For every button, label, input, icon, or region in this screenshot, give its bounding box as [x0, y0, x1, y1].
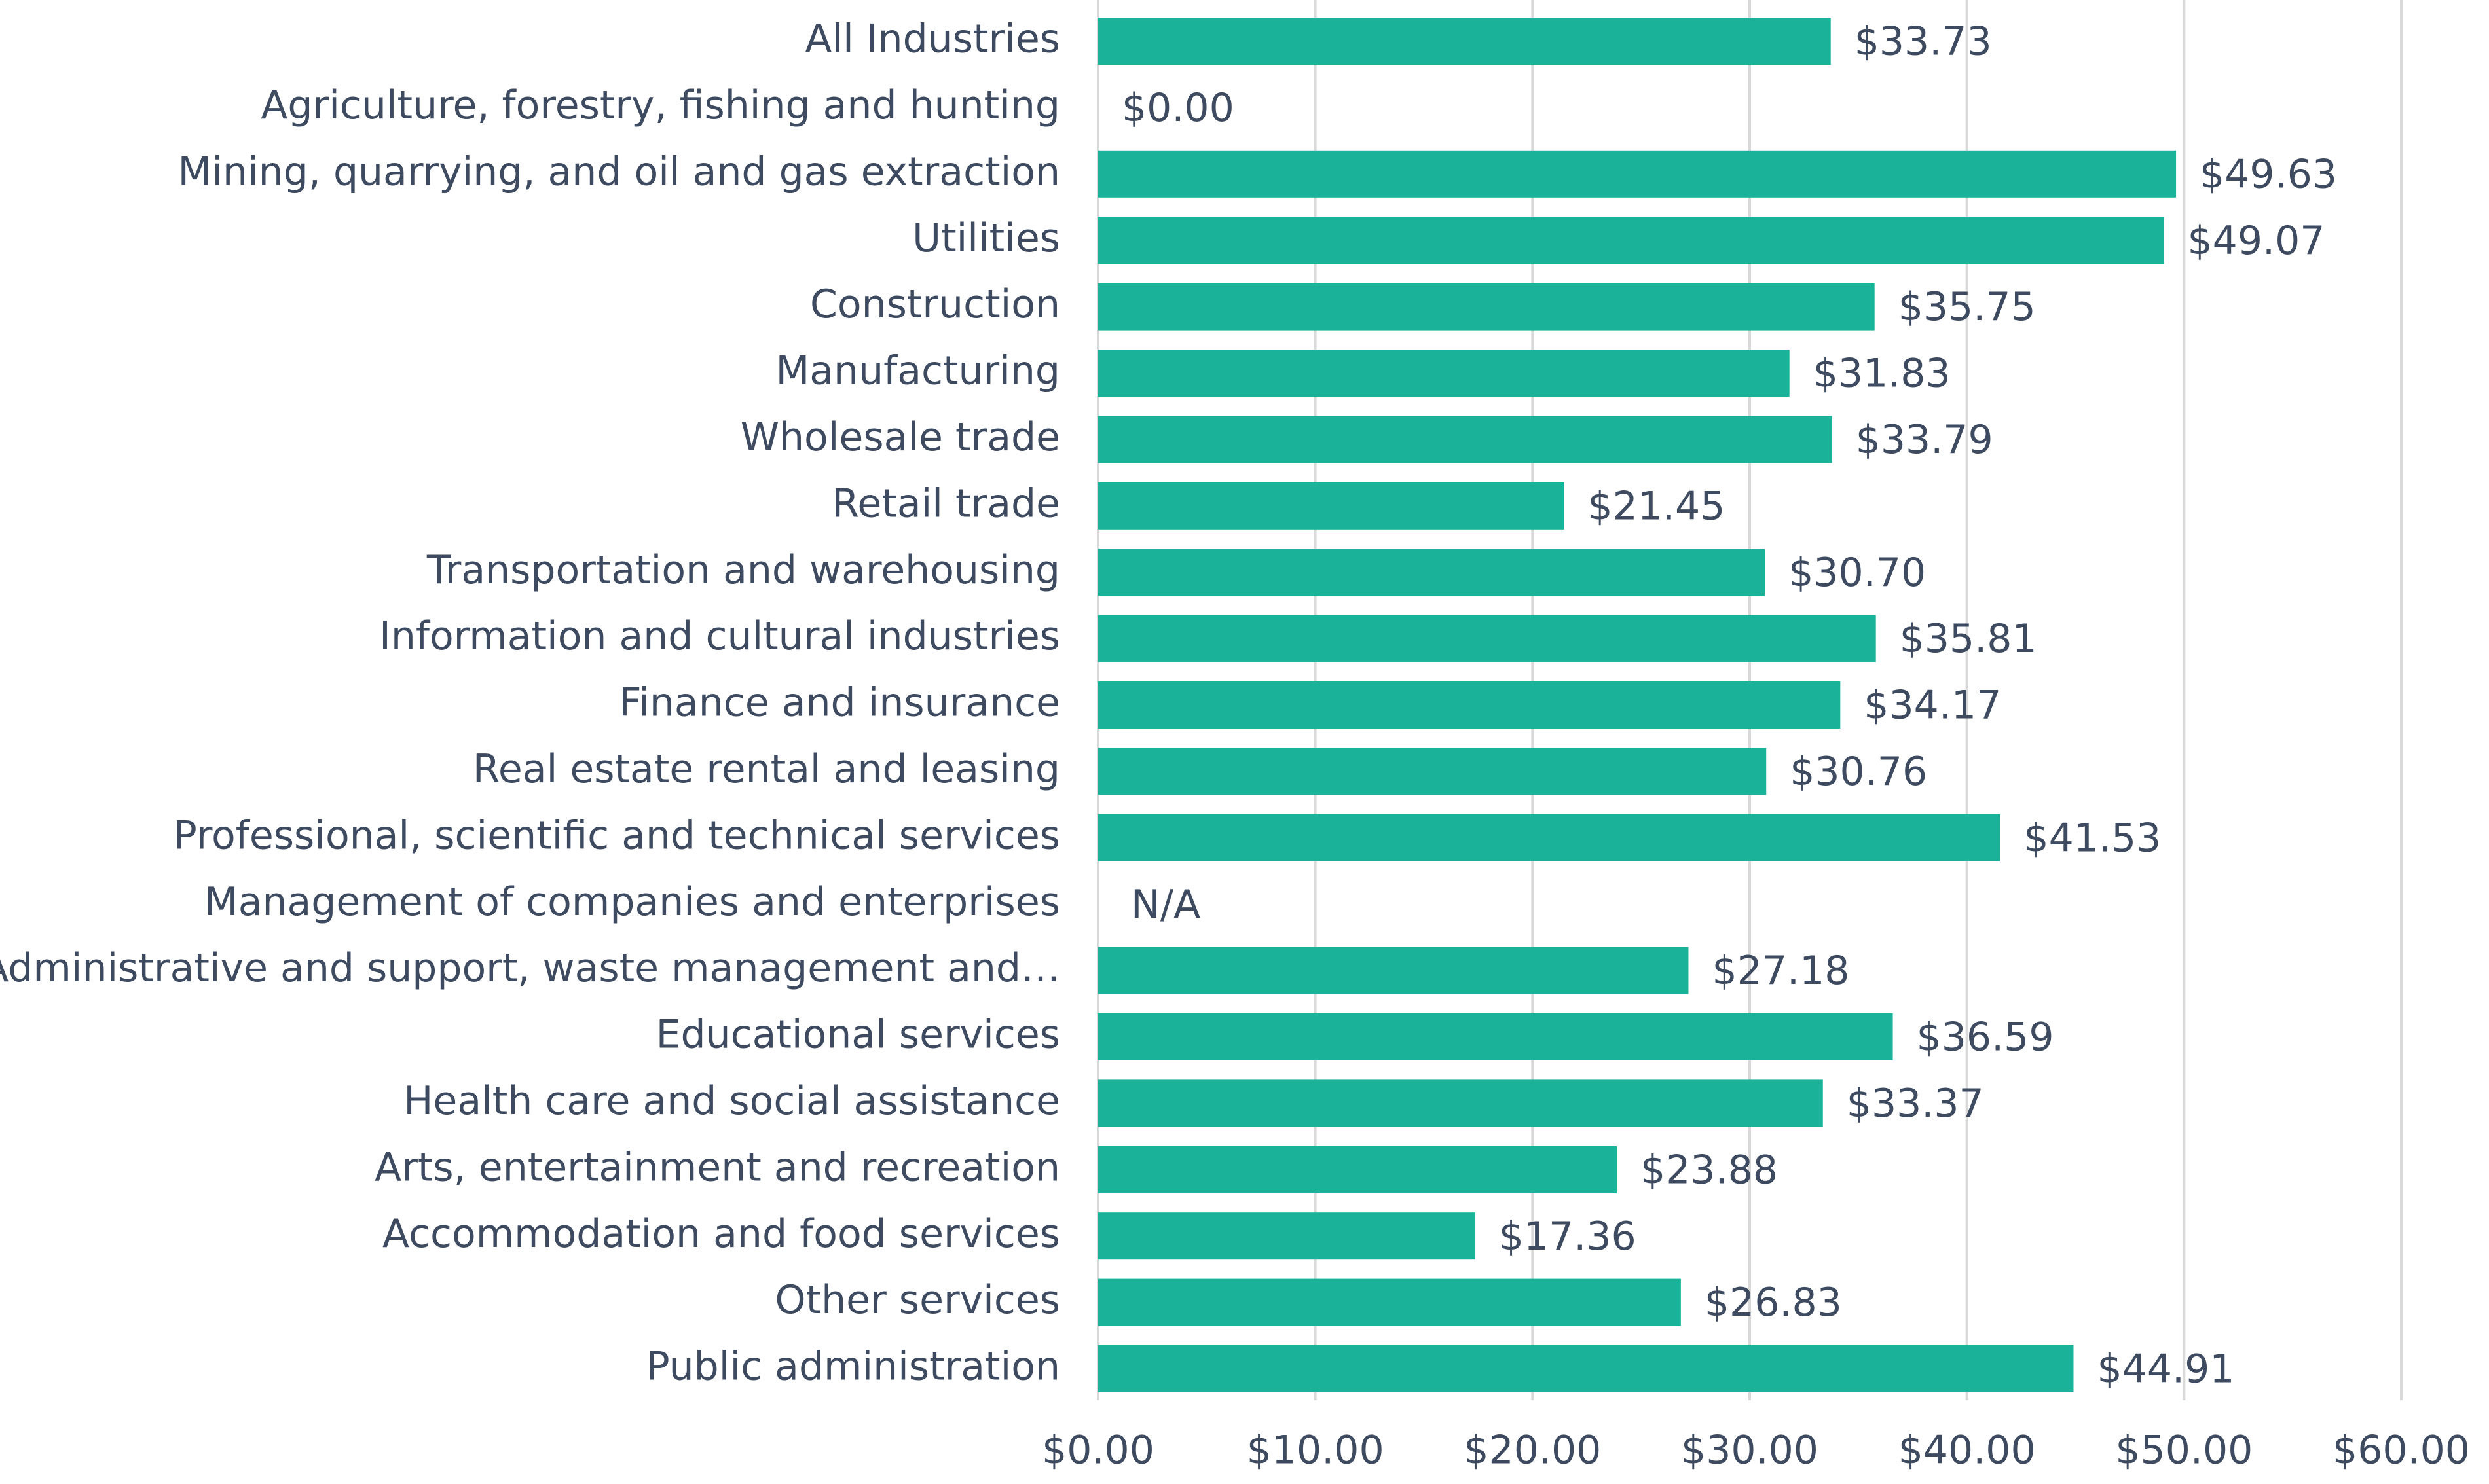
value-label: $41.53	[2023, 815, 2161, 861]
bar	[1098, 217, 2164, 264]
y-tick-label: Retail trade	[832, 480, 1060, 526]
y-tick-label: Transportation and warehousing	[426, 547, 1060, 593]
bar	[1098, 1013, 1893, 1060]
bar	[1098, 1079, 1823, 1127]
bar	[1098, 1278, 1681, 1326]
y-tick-label: Wholesale trade	[741, 414, 1060, 460]
y-tick-label: Finance and insurance	[619, 680, 1060, 726]
y-tick-label: Agriculture, forestry, fishing and hunti…	[261, 82, 1060, 128]
y-tick-label: Information and cultural industries	[379, 613, 1060, 659]
y-tick-label: Management of companies and enterprises	[204, 879, 1060, 925]
bar	[1098, 549, 1765, 596]
value-label: $26.83	[1705, 1280, 1842, 1326]
bar	[1098, 748, 1767, 795]
bar	[1098, 615, 1876, 662]
value-label: $21.45	[1587, 483, 1725, 529]
value-label: $27.18	[1712, 948, 1849, 994]
x-tick-label: $50.00	[2115, 1428, 2253, 1474]
y-tick-label: Health care and social assistance	[403, 1078, 1060, 1124]
y-tick-label: Educational services	[656, 1012, 1060, 1058]
value-label: $36.59	[1917, 1015, 2054, 1060]
value-label: $31.83	[1813, 351, 1951, 397]
value-label: $30.70	[1788, 550, 1926, 596]
y-tick-label: Construction	[810, 281, 1060, 327]
bar	[1098, 150, 2177, 198]
bar	[1098, 1212, 1475, 1260]
value-label: $49.07	[2187, 218, 2325, 264]
value-label: $35.75	[1898, 284, 2036, 330]
value-label: $17.36	[1499, 1214, 1636, 1259]
bar	[1098, 1146, 1617, 1193]
x-tick-label: $10.00	[1247, 1428, 1384, 1474]
bar	[1098, 350, 1790, 397]
value-label: $49.63	[2200, 151, 2337, 197]
bar	[1098, 681, 1841, 729]
y-tick-label: Arts, entertainment and recreation	[375, 1144, 1060, 1190]
bar	[1098, 283, 1875, 331]
y-tick-label: Accommodation and food services	[382, 1211, 1060, 1257]
y-tick-label: Mining, quarrying, and oil and gas extra…	[178, 149, 1060, 194]
value-label: $34.17	[1864, 683, 2001, 729]
value-label: $30.76	[1790, 749, 1927, 795]
y-tick-label: Real estate rental and leasing	[473, 746, 1060, 792]
y-tick-label: Other services	[775, 1277, 1060, 1323]
y-tick-label: Utilities	[912, 215, 1060, 261]
bar	[1098, 18, 1831, 65]
value-label: $44.91	[2097, 1347, 2235, 1392]
value-label: N/A	[1131, 882, 1200, 928]
value-label: $33.73	[1854, 19, 1992, 65]
value-label: $0.00	[1122, 85, 1234, 131]
value-label: $33.37	[1847, 1081, 1984, 1127]
x-tick-label: $0.00	[1042, 1428, 1154, 1474]
bar	[1098, 482, 1564, 530]
x-tick-label: $30.00	[1681, 1428, 1818, 1474]
value-label: $33.79	[1856, 417, 1993, 463]
bar	[1098, 1345, 2074, 1392]
bar	[1098, 814, 2000, 861]
x-tick-label: $60.00	[2332, 1428, 2470, 1474]
y-tick-label: All Industries	[805, 16, 1060, 62]
y-tick-label: Administrative and support, waste manage…	[0, 945, 1060, 991]
x-tick-label: $20.00	[1464, 1428, 1601, 1474]
y-tick-label: Professional, scientific and technical s…	[174, 812, 1060, 858]
value-label: $23.88	[1640, 1147, 1778, 1193]
bar	[1098, 416, 1832, 463]
bar	[1098, 947, 1689, 994]
y-tick-label: Manufacturing	[776, 348, 1060, 394]
value-label: $35.81	[1900, 616, 2037, 662]
y-tick-label: Public administration	[646, 1344, 1060, 1390]
x-tick-label: $40.00	[1898, 1428, 2036, 1474]
